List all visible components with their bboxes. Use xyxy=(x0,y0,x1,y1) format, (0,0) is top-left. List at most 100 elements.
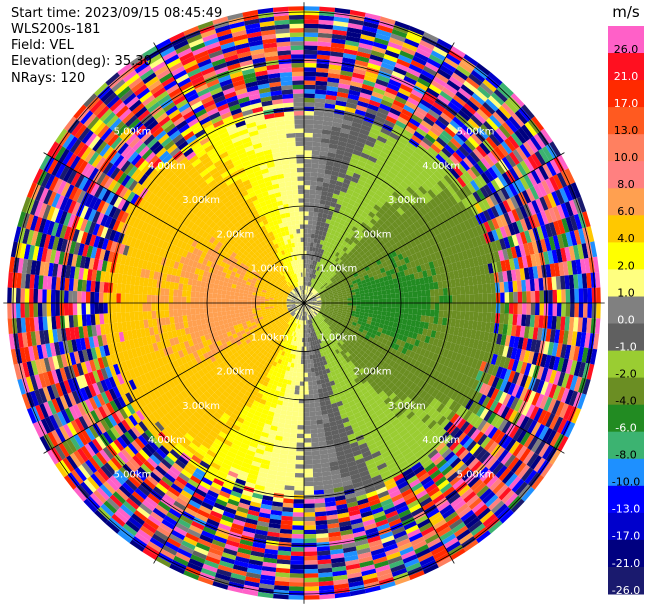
velocity-gate xyxy=(552,416,564,432)
velocity-gate xyxy=(500,140,513,155)
velocity-gate xyxy=(430,186,440,196)
velocity-gate xyxy=(373,299,379,303)
velocity-gate xyxy=(373,143,384,152)
velocity-gate xyxy=(317,234,323,240)
velocity-gate xyxy=(290,551,304,557)
velocity-gate xyxy=(415,106,428,117)
velocity-gate xyxy=(327,312,333,316)
velocity-gate xyxy=(316,54,330,60)
velocity-gate xyxy=(415,420,425,430)
velocity-gate xyxy=(355,183,364,191)
velocity-gate xyxy=(412,212,421,221)
velocity-gate xyxy=(506,270,513,282)
velocity-gate xyxy=(378,170,388,179)
velocity-gate xyxy=(309,246,313,252)
velocity-gate xyxy=(398,168,409,178)
velocity-gate xyxy=(344,237,351,243)
velocity-gate xyxy=(421,224,429,234)
velocity-gate xyxy=(321,299,326,302)
velocity-gate xyxy=(381,355,389,362)
velocity-gate xyxy=(288,586,304,592)
velocity-gate xyxy=(309,287,312,292)
velocity-gate xyxy=(381,376,389,384)
velocity-gate xyxy=(328,224,334,230)
velocity-gate xyxy=(328,269,334,274)
velocity-gate xyxy=(596,303,601,319)
velocity-gate xyxy=(438,133,450,145)
velocity-gate xyxy=(335,324,341,329)
velocity-gate xyxy=(375,211,383,219)
velocity-gate xyxy=(455,223,464,234)
velocity-gate xyxy=(312,304,317,307)
velocity-gate xyxy=(305,295,308,300)
velocity-gate xyxy=(378,298,383,303)
velocity-gate xyxy=(328,309,334,313)
velocity-gate xyxy=(527,155,539,170)
velocity-gate xyxy=(395,298,400,303)
velocity-gate xyxy=(463,423,474,435)
velocity-gate xyxy=(354,275,360,280)
velocity-gate xyxy=(306,355,310,360)
velocity-gate xyxy=(363,274,370,280)
velocity-gate xyxy=(451,215,460,226)
velocity-gate xyxy=(483,439,495,452)
velocity-gate xyxy=(389,316,395,323)
velocity-gate xyxy=(511,384,520,398)
velocity-gate xyxy=(417,271,424,279)
velocity-gate xyxy=(423,166,434,177)
velocity-gate xyxy=(321,190,328,197)
velocity-gate xyxy=(351,294,357,298)
velocity-gate xyxy=(415,320,421,328)
velocity-gate xyxy=(542,444,554,460)
velocity-gate xyxy=(494,146,506,160)
velocity-gate xyxy=(408,303,414,309)
velocity-gate xyxy=(343,283,349,288)
velocity-gate xyxy=(458,449,470,461)
velocity-gate xyxy=(322,320,327,325)
velocity-gate xyxy=(367,254,374,261)
velocity-gate xyxy=(507,456,520,471)
velocity-gate xyxy=(500,334,507,346)
velocity-gate xyxy=(316,423,324,429)
velocity-gate xyxy=(399,112,411,122)
velocity-gate xyxy=(305,294,308,299)
velocity-gate xyxy=(532,213,541,228)
velocity-gate xyxy=(351,297,357,301)
velocity-gate xyxy=(414,200,423,210)
velocity-gate xyxy=(462,437,474,449)
velocity-gate xyxy=(419,206,428,216)
velocity-gate xyxy=(527,172,538,187)
velocity-gate xyxy=(304,193,310,199)
velocity-gate xyxy=(307,368,312,373)
velocity-gate xyxy=(441,130,453,141)
velocity-gate xyxy=(325,90,338,97)
velocity-gate xyxy=(473,177,484,189)
velocity-gate xyxy=(312,216,318,222)
velocity-gate xyxy=(319,278,324,283)
velocity-gate xyxy=(323,260,328,266)
velocity-gate xyxy=(364,225,372,232)
velocity-gate xyxy=(564,389,574,405)
velocity-gate xyxy=(498,201,508,215)
velocity-gate xyxy=(339,244,346,250)
velocity-gate xyxy=(436,167,447,178)
velocity-gate xyxy=(534,423,546,439)
velocity-gate xyxy=(300,364,304,369)
velocity-gate xyxy=(427,386,436,396)
velocity-gate xyxy=(491,217,500,230)
velocity-gate xyxy=(310,180,317,186)
velocity-gate xyxy=(309,415,317,421)
velocity-gate xyxy=(379,383,388,391)
velocity-gate xyxy=(427,322,434,331)
velocity-gate xyxy=(300,368,304,373)
velocity-gate xyxy=(487,293,492,303)
velocity-gate xyxy=(467,118,480,131)
velocity-gate xyxy=(569,288,575,303)
velocity-gate xyxy=(385,234,393,242)
velocity-gate xyxy=(364,265,371,272)
velocity-gate xyxy=(343,305,348,308)
velocity-gate xyxy=(432,370,441,380)
velocity-gate xyxy=(332,255,338,261)
velocity-gate xyxy=(426,343,433,352)
velocity-gate xyxy=(583,288,588,303)
